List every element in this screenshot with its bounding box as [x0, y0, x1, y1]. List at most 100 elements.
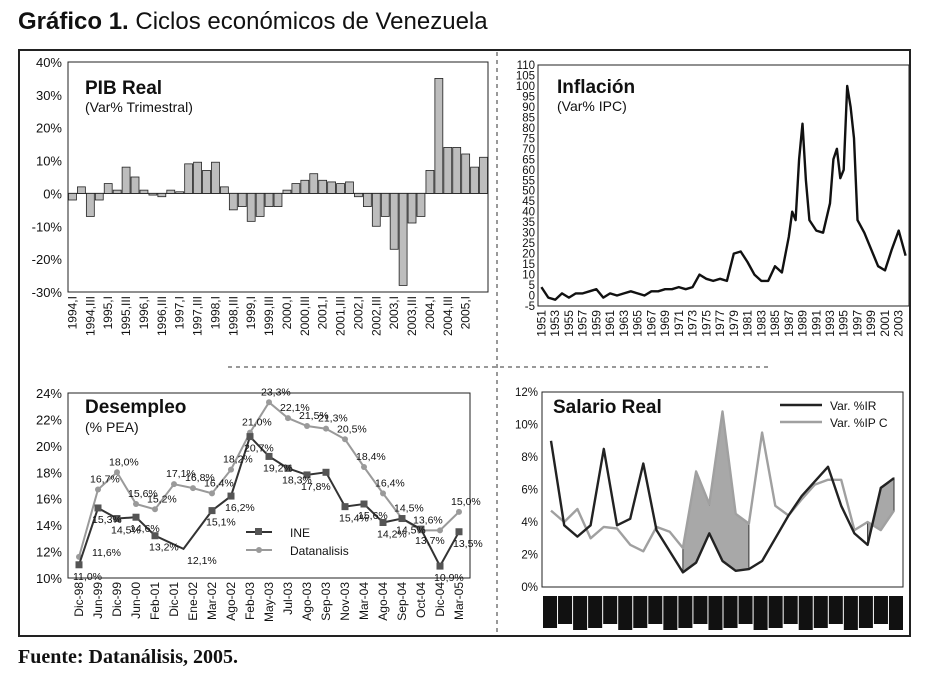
inflacion-subtitle: (Var% IPC) [557, 98, 627, 114]
salario-axis-bar [828, 596, 843, 624]
desempleo-datanalisis-label: 16,7% [90, 473, 120, 485]
figure-source: Fuente: Datanálisis, 2005. [18, 646, 238, 668]
inflacion-xtick-label: 1951 [534, 310, 548, 337]
pib-bar [255, 193, 265, 217]
pib-xtick-label: 2000,I [280, 296, 294, 329]
desempleo-datanalisis-label: 16,8% [185, 472, 215, 484]
pib-bar [362, 193, 372, 207]
pib-bar [220, 186, 229, 194]
salario-axis-bar [588, 596, 603, 628]
inflacion-ytick-label: 10 [522, 270, 535, 282]
desempleo-datanalisis-point [152, 506, 158, 513]
pib-bar [354, 193, 363, 198]
pib-bar [121, 166, 131, 194]
pib-xtick-label: 1999,I [244, 296, 258, 329]
salario-axis-bar [648, 596, 663, 624]
salario-axis-bar [708, 596, 723, 630]
desempleo-ine-label: 14,5% [111, 525, 141, 537]
pib-xtick-label: 1995,I [101, 296, 115, 329]
desempleo-legend-ine-marker [255, 528, 262, 535]
desempleo-title: Desempleo [85, 397, 186, 418]
inflacion-ytick-label: 75 [522, 133, 535, 145]
desempleo-ine-label: 17,8% [301, 481, 331, 493]
pib-bar [425, 170, 435, 194]
pib-bar [416, 193, 426, 217]
pib-title: PIB Real [85, 78, 162, 99]
pib-bar [139, 189, 149, 194]
inflacion-xtick-label: 2001 [878, 310, 892, 337]
pib-xtick-label: 2004,III [441, 296, 455, 336]
inflacion-ytick-label: 0 [529, 291, 535, 303]
salario-axis-bar [783, 596, 798, 624]
salario-axis-bar [858, 596, 873, 628]
pib-xtick-label: 1996,III [155, 296, 169, 336]
salario-axis-bar [753, 596, 768, 630]
pib-bar [85, 193, 95, 217]
pib-xtick-label: 1997,III [191, 296, 205, 336]
desempleo-ine-point [246, 433, 254, 441]
desempleo-ine-label: 18,3% [282, 474, 312, 486]
salario-ytick-label: 4% [521, 517, 538, 529]
desempleo-datanalisis-label: 21,0% [242, 417, 272, 429]
pib-xtick-label: 2003,I [387, 296, 401, 329]
desempleo-ine-point [208, 507, 216, 515]
pib-xtick-label: 2002,III [369, 296, 383, 336]
desempleo-xtick-label: Sep-04 [395, 582, 409, 621]
salario-axis-bar [813, 596, 828, 628]
desempleo-datanalisis-point [266, 399, 272, 406]
inflacion-ytick-label: -5 [525, 301, 535, 313]
salario-axis-bar [693, 596, 708, 624]
desempleo-ytick-label: 14% [36, 518, 62, 533]
pib-bar [77, 186, 86, 194]
desempleo-xtick-label: Jun-00 [129, 582, 143, 619]
salario-axis-bar [618, 596, 633, 630]
pib-xtick-label: 2002,I [351, 296, 365, 329]
desempleo-datanalisis-point [304, 423, 310, 430]
desempleo-datanalisis-label: 16,4% [204, 477, 234, 489]
desempleo-ine-point [284, 464, 292, 472]
desempleo-xtick-label: Dic-04 [433, 582, 447, 617]
desempleo-ine-point [341, 503, 349, 511]
desempleo-ine-point [360, 500, 368, 508]
salario-legend-ipc-label: Var. %IP C [830, 416, 888, 430]
desempleo-ytick-label: 22% [36, 412, 62, 427]
desempleo-xtick-label: Mar-02 [205, 582, 219, 620]
inflacion-xtick-label: 1989 [796, 310, 810, 337]
desempleo-ine-point [398, 515, 406, 523]
pib-ytick-label: 0% [43, 186, 62, 201]
salario-axis-bar [633, 596, 648, 628]
pib-bar [68, 193, 77, 201]
desempleo-ine-point [417, 525, 425, 533]
pib-bar [434, 78, 444, 194]
salario-ytick-label: 6% [521, 485, 538, 497]
salario-axis-bar [543, 596, 558, 628]
salario-ytick-label: 8% [521, 452, 538, 464]
desempleo-datanalisis-point [342, 436, 348, 443]
pib-xtick-label: 1999,III [262, 296, 276, 336]
desempleo-datanalisis-point [285, 415, 291, 422]
salario-title: Salario Real [553, 397, 662, 418]
desempleo-datanalisis-point [95, 486, 101, 493]
inflacion-xtick-label: 2003 [892, 310, 906, 337]
pib-xtick-label: 1998,III [226, 296, 240, 336]
salario-ipc-line [550, 410, 895, 553]
salario-axis-bar [663, 596, 678, 630]
inflacion-ytick-label: 20 [522, 249, 535, 261]
pib-subtitle: (Var% Trimestral) [85, 99, 193, 115]
salario-axis-bar [843, 596, 858, 630]
figure-frame [18, 49, 911, 637]
desempleo-ine-point [322, 468, 330, 476]
inflacion-xtick-label: 1957 [576, 310, 590, 337]
inflacion-ytick-label: 80 [522, 123, 535, 135]
pib-bar [461, 153, 471, 194]
pib-bar [336, 183, 345, 194]
desempleo-ine-label: 15,4% [339, 513, 369, 525]
desempleo-datanalisis-point [323, 425, 329, 432]
desempleo-ine-point [227, 492, 235, 500]
pib-bar [211, 161, 220, 194]
pib-xtick-label: 2003,III [405, 296, 419, 336]
salario-ytick-label: 10% [515, 420, 538, 432]
pib-bar [273, 193, 283, 207]
pib-bar [157, 193, 167, 198]
pib-ytick-label: 20% [36, 121, 62, 136]
